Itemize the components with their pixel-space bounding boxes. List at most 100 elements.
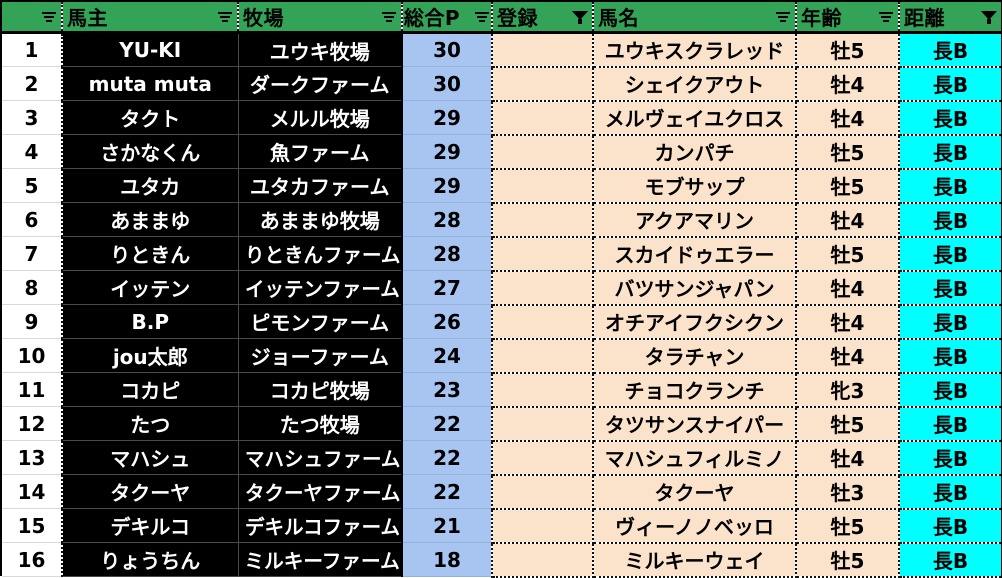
cell-age[interactable]: 牡5 (796, 32, 900, 68)
cell-farm[interactable]: ダークファーム (238, 66, 403, 101)
cell-owner[interactable]: さかなくん (62, 134, 239, 169)
cell-owner[interactable]: りときん (62, 236, 239, 271)
cell-farm[interactable]: コカピ牧場 (238, 372, 403, 407)
cell-distance[interactable]: 長B (899, 474, 1002, 510)
cell-owner[interactable]: jou太郎 (62, 338, 239, 373)
filter-dropdown-icon[interactable] (41, 10, 57, 24)
cell-total-points[interactable]: 28 (402, 236, 493, 271)
cell-distance[interactable]: 長B (899, 270, 1002, 306)
cell-registration[interactable] (492, 134, 594, 170)
cell-distance[interactable]: 長B (899, 168, 1002, 204)
cell-distance[interactable]: 長B (899, 542, 1002, 578)
filter-dropdown-icon[interactable] (217, 10, 233, 24)
cell-row-number[interactable]: 3 (2, 100, 63, 135)
cell-owner[interactable]: タクト (62, 100, 239, 135)
cell-age[interactable]: 牡5 (796, 508, 900, 544)
cell-total-points[interactable]: 27 (402, 270, 493, 305)
cell-row-number[interactable]: 8 (2, 270, 63, 305)
table-row[interactable]: 15 デキルコ デキルコファーム 21 ヴィーノノベッロ 牡5 長B (2, 508, 1002, 544)
cell-row-number[interactable]: 11 (2, 372, 63, 407)
cell-horse-name[interactable]: タクーヤ (593, 474, 797, 510)
cell-horse-name[interactable]: シェイクアウト (593, 66, 797, 102)
cell-owner[interactable]: YU-KI (62, 32, 239, 67)
cell-farm[interactable]: ミルキーファーム (238, 542, 403, 577)
cell-distance[interactable]: 長B (899, 406, 1002, 442)
cell-horse-name[interactable]: スカイドゥエラー (593, 236, 797, 272)
column-header-farm[interactable]: 牧場 (238, 2, 403, 34)
cell-total-points[interactable]: 26 (402, 304, 493, 339)
cell-horse-name[interactable]: タツサンスナイパー (593, 406, 797, 442)
cell-owner[interactable]: コカピ (62, 372, 239, 407)
cell-row-number[interactable]: 9 (2, 304, 63, 339)
cell-horse-name[interactable]: バツサンジャパン (593, 270, 797, 306)
cell-age[interactable]: 牡4 (796, 338, 900, 374)
table-row[interactable]: 14 タクーヤ タクーヤファーム 22 タクーヤ 牡3 長B (2, 474, 1002, 510)
cell-distance[interactable]: 長B (899, 32, 1002, 68)
cell-registration[interactable] (492, 168, 594, 204)
table-row[interactable]: 7 りときん りときんファーム 28 スカイドゥエラー 牡5 長B (2, 236, 1002, 272)
cell-owner[interactable]: タクーヤ (62, 474, 239, 509)
filter-dropdown-icon[interactable] (381, 10, 397, 24)
filter-dropdown-icon[interactable] (775, 10, 791, 24)
cell-horse-name[interactable]: タラチャン (593, 338, 797, 374)
cell-row-number[interactable]: 4 (2, 134, 63, 169)
cell-row-number[interactable]: 5 (2, 168, 63, 203)
table-row[interactable]: 9 B.P ピモンファーム 26 オチアイフクシクン 牡4 長B (2, 304, 1002, 340)
cell-horse-name[interactable]: アクアマリン (593, 202, 797, 238)
cell-total-points[interactable]: 30 (402, 32, 493, 67)
table-row[interactable]: 16 りょうちん ミルキーファーム 18 ミルキーウェイ 牡5 長B (2, 542, 1002, 578)
cell-farm[interactable]: あままゆ牧場 (238, 202, 403, 237)
cell-total-points[interactable]: 30 (402, 66, 493, 101)
cell-owner[interactable]: たつ (62, 406, 239, 441)
table-row[interactable]: 5 ユタカ ユタカファーム 29 モブサップ 牡5 長B (2, 168, 1002, 204)
cell-farm[interactable]: イッテンファーム (238, 270, 403, 305)
cell-registration[interactable] (492, 440, 594, 476)
cell-distance[interactable]: 長B (899, 508, 1002, 544)
cell-registration[interactable] (492, 100, 594, 136)
filter-dropdown-icon[interactable] (474, 10, 490, 24)
cell-age[interactable]: 牡4 (796, 440, 900, 476)
cell-age[interactable]: 牡4 (796, 304, 900, 340)
cell-age[interactable]: 牡4 (796, 100, 900, 136)
cell-total-points[interactable]: 29 (402, 100, 493, 135)
cell-row-number[interactable]: 13 (2, 440, 63, 475)
cell-age[interactable]: 牡5 (796, 406, 900, 442)
cell-total-points[interactable]: 22 (402, 474, 493, 509)
cell-registration[interactable] (492, 270, 594, 306)
cell-horse-name[interactable]: メルヴェイユクロス (593, 100, 797, 136)
cell-owner[interactable]: muta muta (62, 66, 239, 101)
cell-registration[interactable] (492, 202, 594, 238)
cell-owner[interactable]: ユタカ (62, 168, 239, 203)
cell-total-points[interactable]: 18 (402, 542, 493, 577)
cell-farm[interactable]: ユタカファーム (238, 168, 403, 203)
cell-row-number[interactable]: 14 (2, 474, 63, 509)
cell-horse-name[interactable]: チョコクランチ (593, 372, 797, 408)
table-row[interactable]: 8 イッテン イッテンファーム 27 バツサンジャパン 牡4 長B (2, 270, 1002, 306)
cell-registration[interactable] (492, 236, 594, 272)
cell-row-number[interactable]: 1 (2, 32, 63, 67)
cell-farm[interactable]: タクーヤファーム (238, 474, 403, 509)
table-row[interactable]: 13 マハシュ マハシュファーム 22 マハシュフィルミノ 牡4 長B (2, 440, 1002, 476)
cell-owner[interactable]: デキルコ (62, 508, 239, 543)
cell-age[interactable]: 牡4 (796, 270, 900, 306)
cell-registration[interactable] (492, 542, 594, 578)
cell-owner[interactable]: りょうちん (62, 542, 239, 577)
cell-age[interactable]: 牡4 (796, 66, 900, 102)
cell-age[interactable]: 牡4 (796, 202, 900, 238)
cell-owner[interactable]: マハシュ (62, 440, 239, 475)
column-header-total-points[interactable]: 総合P (402, 2, 493, 34)
table-row[interactable]: 1 YU-KI ユウキ牧場 30 ユウキスクラレッド 牡5 長B (2, 32, 1002, 68)
cell-horse-name[interactable]: ヴィーノノベッロ (593, 508, 797, 544)
cell-horse-name[interactable]: ユウキスクラレッド (593, 32, 797, 68)
table-row[interactable]: 3 タクト メルル牧場 29 メルヴェイユクロス 牡4 長B (2, 100, 1002, 136)
cell-registration[interactable] (492, 32, 594, 68)
cell-total-points[interactable]: 29 (402, 134, 493, 169)
table-row[interactable]: 2 muta muta ダークファーム 30 シェイクアウト 牡4 長B (2, 66, 1002, 102)
filter-dropdown-icon[interactable] (878, 10, 894, 24)
cell-distance[interactable]: 長B (899, 66, 1002, 102)
column-header-age[interactable]: 年齢 (796, 2, 900, 34)
cell-age[interactable]: 牡3 (796, 474, 900, 510)
cell-total-points[interactable]: 24 (402, 338, 493, 373)
column-header-row-number[interactable] (2, 2, 63, 34)
cell-owner[interactable]: あままゆ (62, 202, 239, 237)
